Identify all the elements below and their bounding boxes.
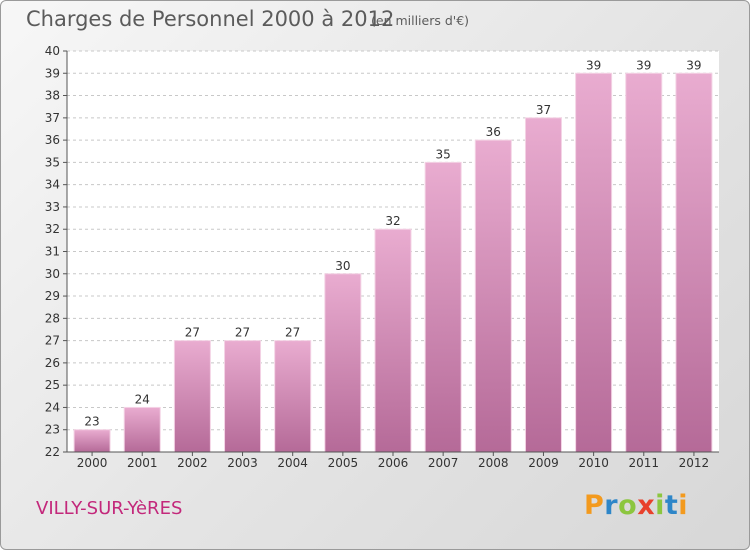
bar <box>474 139 512 453</box>
y-tick-label: 34 <box>45 178 60 192</box>
bar <box>73 429 111 453</box>
bar <box>575 72 613 453</box>
bar <box>625 72 663 453</box>
y-tick-label: 32 <box>45 222 60 236</box>
y-tick-label: 38 <box>45 89 60 103</box>
chart-title: Charges de Personnel 2000 à 2012 <box>26 7 395 31</box>
data-label: 23 <box>84 415 99 429</box>
proxiti-logo: Proxiti <box>584 490 689 521</box>
data-label: 39 <box>586 58 601 72</box>
bar <box>524 117 562 453</box>
bar <box>274 340 312 453</box>
y-tick-label: 26 <box>45 356 60 370</box>
y-tick-label: 36 <box>45 133 60 147</box>
data-label: 24 <box>135 392 150 406</box>
y-tick-label: 22 <box>45 445 60 459</box>
bar <box>324 273 362 453</box>
data-label: 27 <box>185 326 200 340</box>
data-label: 37 <box>536 103 551 117</box>
x-tick-label: 2003 <box>227 456 258 470</box>
data-label: 39 <box>636 58 651 72</box>
x-tick-label: 2002 <box>177 456 208 470</box>
chart-subtitle: (en milliers d'€) <box>371 13 470 28</box>
y-tick-label: 40 <box>45 44 60 58</box>
bar <box>424 161 462 453</box>
x-tick-label: 2010 <box>578 456 609 470</box>
bar <box>374 228 412 453</box>
y-tick-label: 28 <box>45 311 60 325</box>
y-tick-label: 30 <box>45 267 60 281</box>
y-tick-label: 23 <box>45 423 60 437</box>
x-tick-label: 2001 <box>127 456 158 470</box>
bars <box>73 72 713 453</box>
bar <box>123 406 161 453</box>
data-labels: 23 24 27 27 27 30 32 35 36 37 39 39 39 <box>84 58 701 428</box>
y-tick-label: 31 <box>45 245 60 259</box>
x-tick-label: 2006 <box>378 456 409 470</box>
bar <box>173 340 211 453</box>
y-tick-label: 35 <box>45 155 60 169</box>
x-tick-label: 2011 <box>628 456 659 470</box>
x-tick-label: 2008 <box>478 456 509 470</box>
data-label: 36 <box>486 125 501 139</box>
x-tick-label: 2000 <box>77 456 108 470</box>
y-tick-label: 37 <box>45 111 60 125</box>
data-label: 39 <box>686 58 701 72</box>
data-label: 35 <box>436 147 451 161</box>
x-tick-label: 2007 <box>428 456 459 470</box>
y-tick-label: 24 <box>45 400 60 414</box>
y-tick-label: 27 <box>45 334 60 348</box>
y-tick-label: 39 <box>45 66 60 80</box>
x-tick-label: 2012 <box>679 456 710 470</box>
x-tick-label: 2009 <box>528 456 559 470</box>
data-label: 27 <box>235 326 250 340</box>
y-axis: 22 23 24 25 26 27 28 29 30 31 32 33 34 35 36 37 38 39 40 <box>45 44 68 459</box>
x-tick-label: 2004 <box>277 456 308 470</box>
y-tick-label: 29 <box>45 289 60 303</box>
bar <box>224 340 262 453</box>
y-tick-label: 25 <box>45 378 60 392</box>
y-tick-label: 33 <box>45 200 60 214</box>
commune-name: VILLY-SUR-YèRES <box>36 498 183 519</box>
x-tick-label: 2005 <box>328 456 359 470</box>
data-label: 27 <box>285 326 300 340</box>
x-axis: 2000 2001 2002 2003 2004 2005 2006 2007 2008 2009… <box>67 451 719 470</box>
data-label: 32 <box>385 214 400 228</box>
data-label: 30 <box>335 259 350 273</box>
bar <box>675 72 713 453</box>
